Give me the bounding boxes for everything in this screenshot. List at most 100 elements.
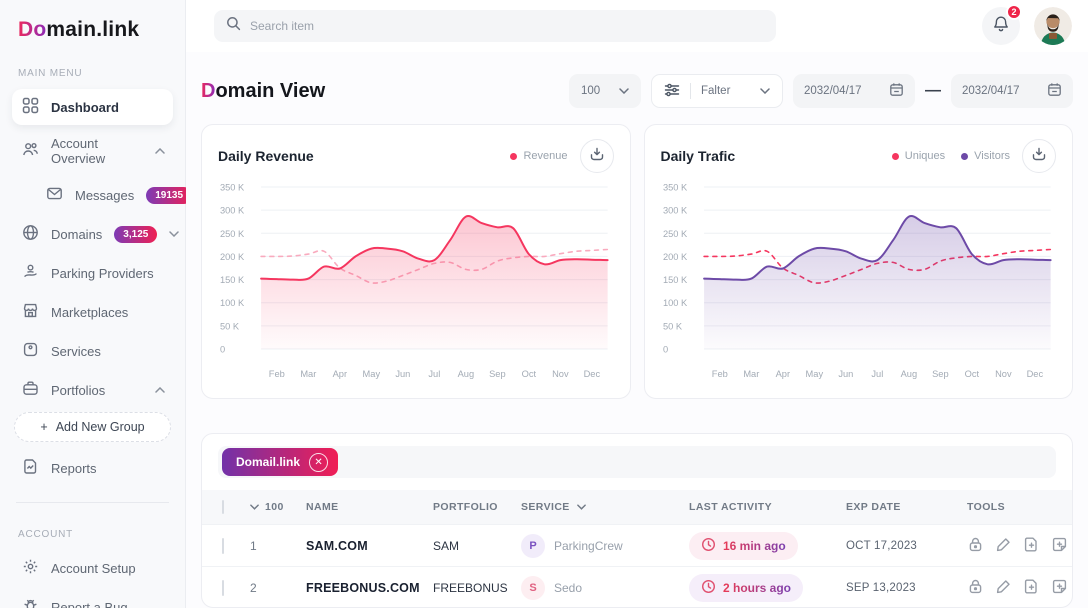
domain-name: SAM.COM: [306, 538, 368, 553]
table-header-row: 100 NAME PORTFOLIO SERVICE LAST ACTIVITY…: [202, 490, 1072, 524]
title-accent: D: [201, 79, 216, 102]
svg-text:100 K: 100 K: [220, 297, 245, 308]
sidebar-item-portfolios[interactable]: Portfolios: [12, 372, 173, 408]
clock-icon: [701, 537, 716, 555]
lock-icon[interactable]: [967, 536, 984, 556]
svg-text:250 K: 250 K: [220, 228, 245, 239]
sidebar-item-marketplaces[interactable]: Marketplaces: [12, 294, 173, 330]
date-range-separator: —: [925, 82, 941, 99]
chevron-down-icon[interactable]: [250, 501, 259, 513]
sidebar-item-label: Messages: [75, 187, 135, 203]
chevron-down-icon: [760, 85, 770, 97]
account-section-label: ACCOUNT: [18, 529, 74, 540]
svg-text:Jul: Jul: [428, 368, 440, 379]
calendar-icon: [889, 82, 904, 100]
svg-text:250 K: 250 K: [662, 228, 687, 239]
sidebar: Domain.link MAIN MENU Dashboard Account …: [0, 0, 193, 608]
charts-row: Daily Revenue Revenue 350 K 300 K 250 K 200…: [201, 124, 1073, 399]
row-tools: [967, 578, 1072, 598]
sidebar-item-label: Domains: [51, 226, 103, 242]
chevron-down-icon: [619, 85, 629, 97]
content: Domain View 100 Falter 2032/04/17: [186, 52, 1088, 608]
file-export-icon[interactable]: [1051, 536, 1068, 556]
svg-text:Jun: Jun: [395, 368, 410, 379]
lock-icon[interactable]: [967, 578, 984, 598]
date-to-value: 2032/04/17: [962, 85, 1020, 97]
domains-count-badge: 3,125: [114, 225, 158, 243]
sidebar-item-label: Dashboard: [51, 99, 119, 115]
sidebar-item-label: Parking Providers: [51, 265, 154, 281]
svg-text:Nov: Nov: [552, 368, 569, 379]
chevron-up-icon[interactable]: [155, 146, 165, 157]
remove-chip-icon[interactable]: ✕: [309, 452, 329, 472]
filter-dropdown[interactable]: Falter: [651, 74, 783, 108]
svg-text:150 K: 150 K: [220, 274, 245, 285]
row-checkbox[interactable]: [222, 537, 224, 554]
svg-text:Apr: Apr: [775, 368, 789, 379]
file-export-icon[interactable]: [1051, 578, 1068, 598]
add-new-group-button[interactable]: + Add New Group: [14, 412, 171, 442]
svg-text:100 K: 100 K: [662, 297, 687, 308]
svg-text:Sep: Sep: [932, 368, 949, 379]
sidebar-item-label: Account Overview: [51, 136, 106, 166]
sidebar-item-messages[interactable]: Messages 19135: [12, 177, 193, 213]
topbar-actions: 2: [982, 4, 1072, 45]
service-cell: S Sedo: [521, 575, 689, 600]
page-header: Domain View 100 Falter 2032/04/17: [201, 74, 1073, 108]
sidebar-item-domains[interactable]: Domains 3,125: [12, 216, 180, 252]
add-group-label: Add New Group: [55, 420, 145, 434]
date-to-picker[interactable]: 2032/04/17: [951, 74, 1073, 108]
file-plus-icon[interactable]: [1023, 578, 1040, 598]
notifications-button[interactable]: 2: [982, 4, 1022, 45]
domain-filter-chip[interactable]: Domail.link ✕: [222, 448, 339, 476]
domain-name: FREEBONUS.COM: [306, 580, 420, 595]
svg-text:Oct: Oct: [522, 368, 537, 379]
sidebar-item-services[interactable]: Services: [12, 333, 173, 369]
column-header-tools: TOOLS: [967, 501, 1005, 513]
svg-text:Dec: Dec: [584, 368, 601, 379]
brand-logo[interactable]: Domain.link: [12, 18, 173, 42]
table-row: 2 FREEBONUS.COM FREEBONUS S Sedo 2 hours…: [202, 566, 1072, 607]
search-input[interactable]: [250, 19, 764, 33]
daily-trafic-chart: 350 K 300 K 250 K 200 K 150 K 100 K 50 K 0 Feb Ma…: [662, 181, 1052, 379]
file-plus-icon[interactable]: [1023, 536, 1040, 556]
date-from-picker[interactable]: 2032/04/17: [793, 74, 915, 108]
main-menu-label: MAIN MENU: [18, 68, 83, 79]
dashboard-grid-icon: [22, 97, 39, 117]
page-size-select[interactable]: 100: [569, 74, 641, 108]
sidebar-item-reports[interactable]: Reports: [12, 450, 173, 486]
sidebar-item-dashboard[interactable]: Dashboard: [12, 89, 173, 125]
sidebar-item-account-overview[interactable]: Account Overview: [12, 128, 173, 174]
main-area: 2 Domain View 100 Falte: [186, 0, 1088, 608]
edit-icon[interactable]: [995, 536, 1012, 556]
select-all-checkbox[interactable]: [222, 500, 224, 514]
service-avatar: S: [521, 575, 545, 600]
chevron-down-icon[interactable]: [169, 229, 180, 240]
service-avatar: P: [521, 533, 545, 558]
row-checkbox[interactable]: [222, 579, 224, 596]
sidebar-item-parking-providers[interactable]: Parking Providers: [12, 255, 173, 291]
user-avatar[interactable]: [1034, 7, 1072, 45]
search-bar[interactable]: [214, 10, 776, 42]
chip-label: Domail.link: [236, 455, 301, 469]
gear-icon: [22, 558, 39, 578]
row-number: 2: [250, 580, 257, 595]
sidebar-item-report-a-bug[interactable]: Report a Bug: [12, 589, 173, 608]
svg-text:Nov: Nov: [995, 368, 1012, 379]
edit-icon[interactable]: [995, 578, 1012, 598]
chevron-up-icon[interactable]: [155, 385, 165, 396]
daily-trafic-card: Daily Trafic Uniques Visitors: [643, 124, 1073, 399]
download-chart-button[interactable]: [579, 139, 614, 173]
portfolio-name: FREEBONUS: [433, 580, 508, 595]
download-chart-button[interactable]: [1022, 139, 1056, 173]
sidebar-item-label: Services: [51, 343, 101, 359]
chart-legend: Uniques Visitors: [891, 150, 1010, 162]
sidebar-item-account-setup[interactable]: Account Setup: [12, 550, 173, 586]
download-icon: [589, 146, 605, 167]
globe-icon: [22, 224, 39, 244]
svg-text:Sep: Sep: [489, 368, 506, 379]
sidebar-item-label: Account Setup: [51, 560, 136, 576]
clock-icon: [701, 579, 716, 597]
domains-table-card: Domail.link ✕ 100 NAME PORTFOLIO SERVICE: [201, 433, 1073, 608]
chevron-down-icon[interactable]: [576, 501, 586, 513]
